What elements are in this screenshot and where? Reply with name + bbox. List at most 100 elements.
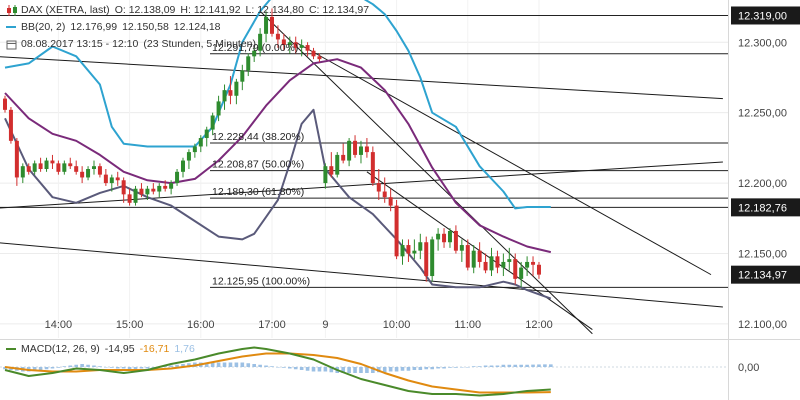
macd-histogram-bar (436, 367, 440, 369)
candle-body (465, 245, 470, 268)
price-highlight-label: 12.134,97 (738, 270, 787, 282)
fib-label: 12.291,79 (0.00%) (212, 42, 298, 54)
macd-histogram-bar (133, 367, 138, 370)
bb-upper-value: 12.176,99 (70, 21, 118, 33)
candle-body (50, 160, 55, 164)
candle-body (26, 166, 31, 172)
dax-legend: DAX (XETRA, last) O: 12.138,09 H: 12.141,9… (6, 4, 374, 16)
histogram-value: 1,76 (174, 343, 195, 355)
macd-histogram-bar (394, 367, 399, 372)
open-value: O: 12.138,09 (114, 4, 176, 16)
candle-body (252, 50, 257, 57)
macd-histogram-bar (181, 364, 185, 367)
macd-histogram-bar (246, 363, 251, 367)
candle-body (513, 259, 518, 279)
candle-body (204, 129, 209, 139)
macd-histogram-bar (460, 367, 464, 368)
price-highlight-label: 12.182,76 (738, 202, 787, 214)
candle-body (175, 171, 180, 184)
macd-histogram-bar (127, 367, 132, 370)
macd-histogram-bar (495, 365, 500, 367)
macd-histogram-bar (329, 367, 334, 373)
candle-body (68, 163, 73, 167)
macd-histogram-bar (400, 367, 405, 371)
price-highlight-box (731, 198, 800, 217)
fib-label: 12.228,44 (38.20%) (212, 131, 304, 143)
candle-body (287, 42, 292, 46)
time-tick-label: 14:00 (45, 319, 73, 331)
candle-body (91, 166, 96, 169)
macd-histogram-bar (305, 367, 310, 371)
candle-body (198, 138, 203, 147)
macd-histogram-bar (62, 366, 67, 367)
candle-body (430, 239, 435, 277)
close-value: C: 12.134,97 (308, 4, 370, 16)
macd-histogram-bar (424, 367, 429, 370)
candle-body (222, 90, 227, 102)
macd-signal-line (4, 352, 551, 394)
macd-histogram-bar (216, 362, 221, 367)
candle-body (531, 261, 536, 265)
candle-body (240, 70, 245, 82)
macd-histogram-bar (483, 365, 488, 367)
macd-histogram-bar (151, 367, 156, 368)
range-legend: 08.08.2017 13:15 - 12:10 (23 Stunden, 5 M… (6, 38, 261, 50)
candle-body (311, 50, 316, 57)
macd-histogram-bar (317, 367, 322, 372)
candle-body (151, 188, 156, 192)
macd-histogram-bar (175, 364, 179, 367)
candle-body (412, 250, 417, 254)
price-tick-label: 12.200,00 (738, 178, 787, 190)
macd-histogram-bar (163, 366, 167, 367)
macd-histogram-bar (222, 362, 227, 367)
macd-histogram-bar (311, 367, 316, 372)
macd-histogram-bar (365, 367, 369, 373)
macd-histogram-bar (341, 367, 345, 373)
price-highlight-box (731, 265, 800, 284)
candle-body (38, 163, 43, 169)
candle-body (192, 146, 197, 153)
candle-body (364, 146, 369, 153)
macd-histogram-bar (56, 367, 61, 368)
trendline (295, 41, 712, 276)
macd-histogram-bar (104, 367, 108, 368)
time-tick-label: 9 (322, 319, 328, 331)
macd-histogram-bar (359, 367, 363, 373)
bb-upper-line (4, 0, 551, 210)
candle-body (163, 185, 168, 189)
fib-label: 12.125,95 (100.00%) (212, 275, 310, 287)
candle-body (86, 169, 91, 178)
candle-body (507, 259, 512, 262)
macd-histogram-bar (293, 367, 298, 370)
candle-body (471, 250, 476, 268)
bb-mid-value: 12.150,58 (122, 21, 169, 33)
macd-histogram-bar (501, 364, 506, 367)
candle-body (8, 109, 13, 141)
candle-body (14, 140, 19, 178)
candle-body (133, 188, 138, 203)
candle-body (536, 264, 541, 275)
candle-body (80, 171, 85, 178)
candle-body (501, 261, 506, 268)
candle-body (489, 256, 494, 271)
candle-body (3, 98, 7, 110)
macd-histogram-bar (549, 364, 553, 367)
candle-body (269, 16, 274, 34)
macd-histogram-bar (276, 367, 280, 368)
macd-histogram-bar (537, 364, 541, 367)
candle-body (180, 160, 185, 172)
candle-body (20, 166, 25, 178)
candle-body (388, 197, 393, 206)
price-highlight-label: 12.319,00 (738, 10, 787, 22)
candle-body (418, 242, 423, 251)
macd-histogram-bar (240, 362, 245, 367)
macd-histogram-bar (513, 364, 518, 367)
macd-histogram-bar (50, 367, 55, 369)
candle-body (139, 188, 144, 195)
macd-line (4, 346, 551, 397)
bb-label: BB(20, 2) (21, 21, 66, 33)
candle-body (169, 183, 174, 189)
signal-value: -16,71 (139, 343, 170, 355)
candle-body (56, 163, 61, 172)
